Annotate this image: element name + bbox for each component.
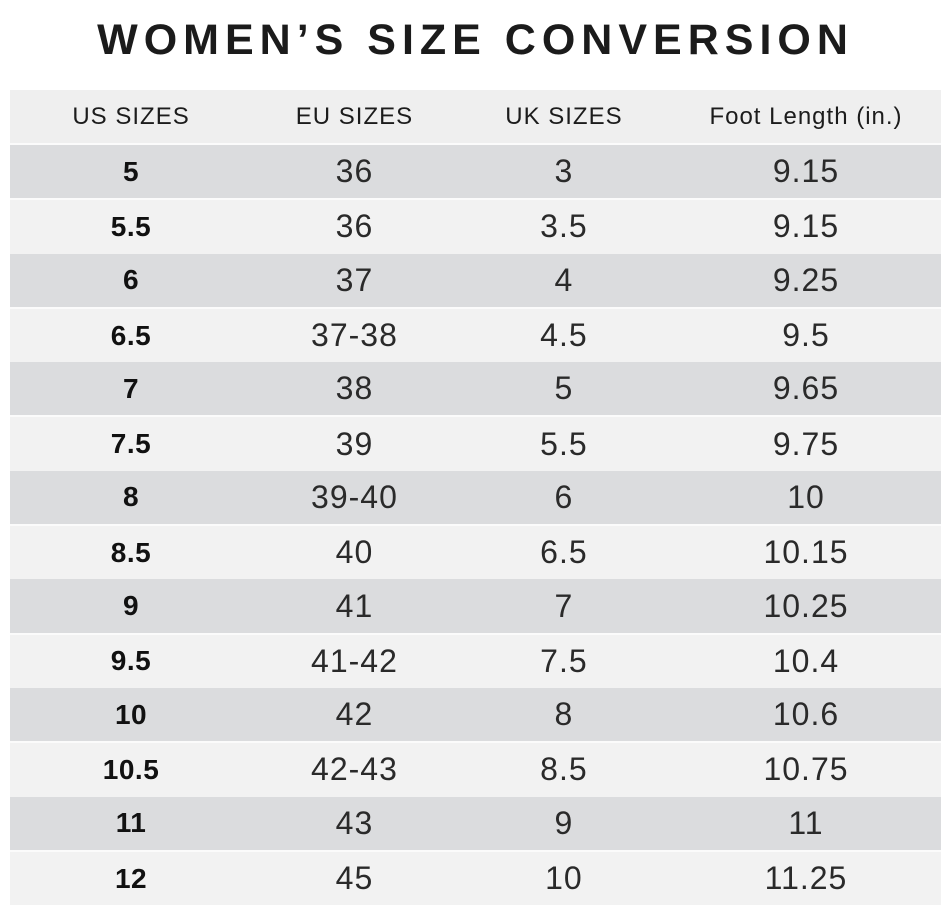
- size-conversion-table: US SIZES EU SIZES UK SIZES Foot Length (…: [10, 90, 941, 906]
- table-row: 10 42 8 10.6: [10, 687, 941, 744]
- cell-us-size: 8: [10, 470, 253, 527]
- table-header: US SIZES EU SIZES UK SIZES Foot Length (…: [10, 90, 941, 145]
- cell-foot-length: 10.15: [670, 526, 941, 580]
- header-eu-sizes: EU SIZES: [252, 90, 457, 145]
- cell-uk-size: 3: [456, 145, 671, 201]
- cell-uk-size: 8: [456, 687, 671, 744]
- cell-us-size: 6: [10, 253, 253, 309]
- cell-eu-size: 40: [252, 526, 457, 580]
- cell-eu-size: 38: [252, 362, 457, 418]
- cell-eu-size: 42-43: [252, 743, 457, 797]
- cell-us-size: 5.5: [10, 200, 253, 254]
- table-row: 10.5 42-43 8.5 10.75: [10, 743, 941, 797]
- cell-foot-length: 10.25: [670, 579, 941, 635]
- cell-eu-size: 41: [252, 579, 457, 635]
- header-foot-length: Foot Length (in.): [670, 90, 941, 145]
- table-row: 8 39-40 6 10: [10, 470, 941, 527]
- cell-us-size: 5: [10, 145, 253, 201]
- header-us-sizes: US SIZES: [10, 90, 253, 145]
- cell-foot-length: 9.15: [670, 145, 941, 201]
- cell-foot-length: 9.75: [670, 417, 941, 471]
- cell-eu-size: 45: [252, 851, 457, 906]
- table-row: 9 41 7 10.25: [10, 579, 941, 635]
- cell-eu-size: 36: [252, 200, 457, 254]
- table-row: 12 45 10 11.25: [10, 851, 941, 906]
- cell-eu-size: 43: [252, 796, 457, 852]
- table-row: 6 37 4 9.25: [10, 253, 941, 309]
- cell-uk-size: 5: [456, 362, 671, 418]
- cell-uk-size: 6.5: [456, 526, 671, 580]
- cell-us-size: 11: [10, 796, 253, 852]
- cell-eu-size: 37: [252, 253, 457, 309]
- cell-uk-size: 4.5: [456, 308, 671, 363]
- cell-eu-size: 42: [252, 687, 457, 744]
- table-row: 5.5 36 3.5 9.15: [10, 200, 941, 254]
- cell-us-size: 9.5: [10, 634, 253, 688]
- cell-foot-length: 10.75: [670, 743, 941, 797]
- cell-foot-length: 11: [670, 796, 941, 852]
- cell-foot-length: 9.65: [670, 362, 941, 418]
- cell-uk-size: 9: [456, 796, 671, 852]
- header-uk-sizes: UK SIZES: [456, 90, 671, 145]
- cell-eu-size: 39: [252, 417, 457, 471]
- cell-uk-size: 10: [456, 851, 671, 906]
- cell-uk-size: 6: [456, 470, 671, 527]
- table-row: 5 36 3 9.15: [10, 145, 941, 201]
- cell-uk-size: 7: [456, 579, 671, 635]
- table-row: 7 38 5 9.65: [10, 362, 941, 418]
- cell-foot-length: 11.25: [670, 851, 941, 906]
- cell-uk-size: 7.5: [456, 634, 671, 688]
- cell-eu-size: 36: [252, 145, 457, 201]
- cell-eu-size: 41-42: [252, 634, 457, 688]
- page-title: WOMEN’S SIZE CONVERSION: [97, 16, 854, 64]
- cell-uk-size: 4: [456, 253, 671, 309]
- cell-us-size: 10: [10, 687, 253, 744]
- cell-us-size: 12: [10, 851, 253, 906]
- cell-eu-size: 37-38: [252, 308, 457, 363]
- cell-us-size: 9: [10, 579, 253, 635]
- cell-foot-length: 10.6: [670, 687, 941, 744]
- cell-us-size: 8.5: [10, 526, 253, 580]
- header-row: US SIZES EU SIZES UK SIZES Foot Length (…: [10, 90, 941, 145]
- cell-foot-length: 9.15: [670, 200, 941, 254]
- table-body: 5 36 3 9.15 5.5 36 3.5 9.15 6 37 4 9.25 …: [10, 145, 941, 906]
- cell-foot-length: 10.4: [670, 634, 941, 688]
- table-row: 8.5 40 6.5 10.15: [10, 526, 941, 580]
- cell-uk-size: 3.5: [456, 200, 671, 254]
- cell-foot-length: 9.25: [670, 253, 941, 309]
- cell-us-size: 10.5: [10, 743, 253, 797]
- table-row: 7.5 39 5.5 9.75: [10, 417, 941, 471]
- cell-us-size: 7.5: [10, 417, 253, 471]
- table-row: 11 43 9 11: [10, 796, 941, 852]
- cell-uk-size: 8.5: [456, 743, 671, 797]
- cell-us-size: 7: [10, 362, 253, 418]
- cell-foot-length: 10: [670, 470, 941, 527]
- cell-uk-size: 5.5: [456, 417, 671, 471]
- cell-eu-size: 39-40: [252, 470, 457, 527]
- cell-foot-length: 9.5: [670, 308, 941, 363]
- cell-us-size: 6.5: [10, 308, 253, 363]
- table-row: 6.5 37-38 4.5 9.5: [10, 308, 941, 363]
- table-row: 9.5 41-42 7.5 10.4: [10, 634, 941, 688]
